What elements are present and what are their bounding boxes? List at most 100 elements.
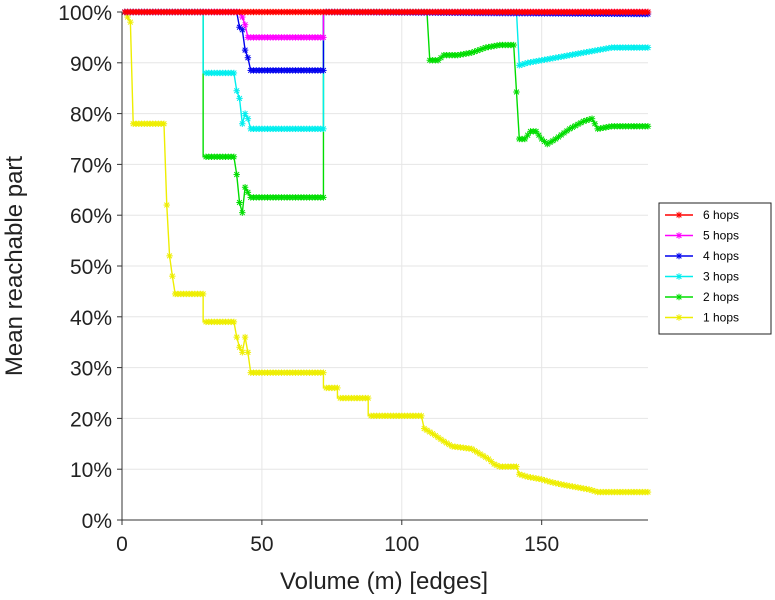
data-point-2-hops bbox=[513, 88, 520, 96]
legend-item-1-hops: 1 hops bbox=[665, 311, 739, 325]
data-point-2-hops bbox=[524, 131, 531, 139]
legend-swatch-marker bbox=[675, 232, 683, 239]
series-line-4-hops bbox=[124, 11, 649, 72]
data-point-1-hops bbox=[418, 412, 425, 420]
legend-item-2-hops: 2 hops bbox=[665, 290, 739, 304]
x-axis-title: Volume (m) [edges] bbox=[280, 568, 488, 595]
data-point-3-hops bbox=[320, 125, 327, 133]
data-point-2-hops bbox=[230, 153, 238, 160]
tick-labels: 0% 10% 20% 30% 40% 50% 60% 70% 80% 90% 100% 0 50 100 1… bbox=[58, 2, 559, 556]
y-tick-label: 70% bbox=[70, 154, 112, 177]
data-point-1-hops bbox=[163, 201, 170, 209]
data-point-1-hops bbox=[233, 333, 240, 341]
data-point-4-hops bbox=[239, 26, 246, 33]
data-point-2-hops bbox=[233, 171, 240, 178]
y-tick-label: 100% bbox=[58, 2, 112, 25]
data-point-5-hops bbox=[320, 34, 327, 41]
data-point-1-hops bbox=[160, 120, 168, 127]
data-point-1-hops bbox=[230, 318, 238, 326]
axes bbox=[117, 11, 648, 525]
x-tick-label: 50 bbox=[250, 533, 273, 556]
legend-label: 3 hops bbox=[703, 270, 739, 284]
data-point-2-hops bbox=[521, 135, 529, 143]
data-point-3-hops bbox=[597, 46, 604, 53]
data-point-2-hops bbox=[244, 189, 252, 196]
data-point-1-hops bbox=[241, 333, 249, 341]
y-tick-label: 20% bbox=[70, 408, 112, 431]
data-point-2-hops bbox=[239, 209, 246, 216]
legend-label: 5 hops bbox=[703, 229, 739, 243]
data-point-3-hops bbox=[236, 95, 243, 102]
y-tick-label: 10% bbox=[70, 459, 112, 482]
data-point-2-hops bbox=[510, 41, 517, 49]
data-point-1-hops bbox=[239, 349, 246, 356]
data-point-4-hops bbox=[320, 67, 327, 74]
data-point-1-hops bbox=[244, 349, 252, 356]
x-tick-label: 100 bbox=[384, 533, 419, 556]
data-point-1-hops bbox=[365, 394, 372, 402]
data-point-4-hops bbox=[244, 54, 252, 61]
data-point-2-hops bbox=[535, 131, 543, 139]
data-point-3-hops bbox=[241, 110, 249, 117]
legend-item-3-hops: 3 hops bbox=[665, 270, 739, 284]
legend-swatch-marker bbox=[675, 252, 683, 260]
data-point-3-hops bbox=[239, 120, 246, 127]
data-point-3-hops bbox=[233, 87, 240, 94]
data-point-3-hops bbox=[594, 46, 601, 54]
data-point-1-hops bbox=[236, 344, 243, 351]
legend-label: 4 hops bbox=[703, 249, 739, 263]
y-tick-label: 80% bbox=[70, 104, 112, 127]
series-layer bbox=[121, 8, 652, 496]
legend-label: 2 hops bbox=[703, 290, 739, 304]
legend: 6 hops 5 hops 4 hops 3 hops 2 hops 1 hops bbox=[658, 202, 772, 335]
data-point-1-hops bbox=[644, 488, 652, 496]
legend-swatch-marker bbox=[675, 211, 683, 219]
data-point-3-hops bbox=[644, 44, 652, 51]
y-tick-label: 0% bbox=[82, 510, 112, 533]
data-point-1-hops bbox=[320, 369, 327, 376]
data-point-2-hops bbox=[588, 115, 596, 122]
y-tick-label: 40% bbox=[70, 307, 112, 330]
y-tick-label: 90% bbox=[70, 53, 112, 76]
data-point-2-hops bbox=[241, 184, 249, 191]
data-point-6-hops bbox=[644, 8, 652, 16]
data-point-3-hops bbox=[244, 115, 252, 122]
data-point-2-hops bbox=[236, 199, 243, 206]
data-point-2-hops bbox=[644, 123, 652, 130]
legend-item-5-hops: 5 hops bbox=[665, 229, 739, 243]
legend-swatch-marker bbox=[675, 293, 683, 301]
series-1-hops bbox=[121, 8, 652, 496]
y-tick-label: 60% bbox=[70, 205, 112, 228]
legend-label: 6 hops bbox=[703, 208, 739, 222]
data-point-1-hops bbox=[124, 13, 131, 21]
legend-swatch-marker bbox=[675, 314, 683, 321]
data-point-1-hops bbox=[334, 384, 341, 392]
legend-box bbox=[658, 202, 772, 335]
data-point-4-hops bbox=[241, 46, 249, 54]
y-axis-title: Mean reachable part bbox=[1, 156, 28, 376]
data-point-1-hops bbox=[166, 252, 173, 260]
legend-label: 1 hops bbox=[703, 311, 739, 325]
x-tick-label: 0 bbox=[116, 533, 128, 556]
data-point-1-hops bbox=[199, 290, 207, 298]
x-tick-label: 150 bbox=[524, 533, 559, 556]
grid-lines bbox=[122, 11, 648, 520]
data-point-1-hops bbox=[513, 463, 520, 470]
data-point-1-hops bbox=[169, 272, 176, 280]
series-6-hops bbox=[121, 8, 652, 16]
data-point-2-hops bbox=[532, 128, 540, 135]
data-point-1-hops bbox=[127, 18, 134, 26]
series-2-hops bbox=[121, 8, 652, 216]
data-point-3-hops bbox=[230, 69, 238, 77]
y-tick-label: 50% bbox=[70, 256, 112, 279]
data-point-2-hops bbox=[591, 120, 599, 127]
legend-item-6-hops: 6 hops bbox=[665, 208, 739, 222]
data-point-1-hops bbox=[532, 475, 540, 482]
y-tick-label: 30% bbox=[70, 358, 112, 381]
legend-swatch-marker bbox=[675, 273, 683, 280]
series-4-hops bbox=[121, 8, 652, 74]
data-point-5-hops bbox=[241, 21, 249, 28]
data-point-2-hops bbox=[320, 194, 327, 201]
